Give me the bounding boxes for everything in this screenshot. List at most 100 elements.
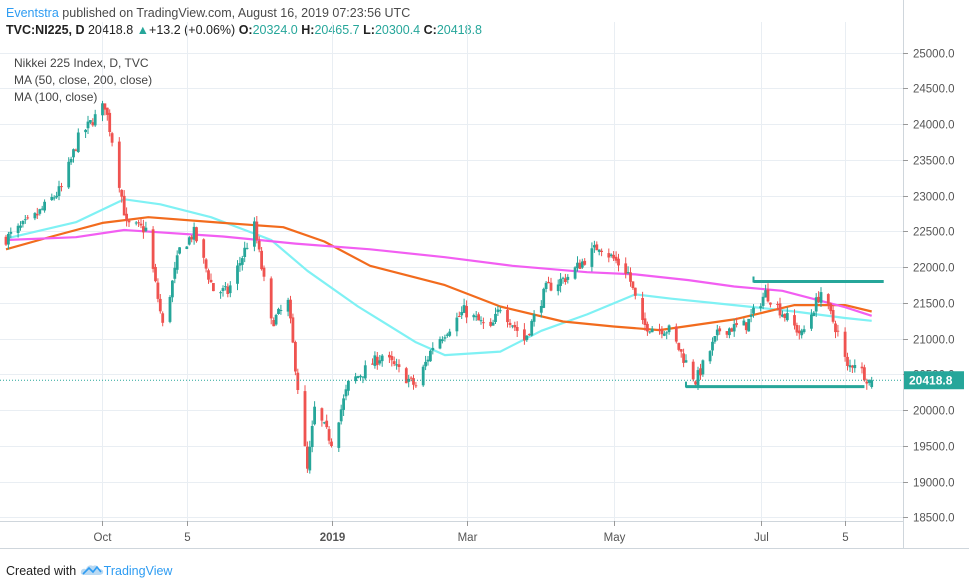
candle-body: [626, 272, 630, 274]
candle-body: [527, 334, 531, 336]
candle-body: [438, 339, 442, 349]
candle-body: [38, 209, 42, 214]
candle-body: [549, 282, 553, 291]
candle-body: [848, 365, 852, 368]
y-tick-label: 23500.0: [913, 156, 955, 168]
candle-body: [735, 323, 738, 325]
trendlines[interactable]: [0, 276, 903, 389]
candle-body: [662, 333, 666, 336]
candle-body: [590, 248, 594, 267]
author-name[interactable]: Eventstra: [6, 6, 59, 20]
y-tick-label: 24500.0: [913, 84, 955, 96]
candles: [4, 100, 874, 474]
legend-ma1: MA (50, close, 200, close): [14, 73, 153, 87]
candle-body: [494, 313, 497, 322]
candle-body: [462, 305, 466, 313]
candle-body: [479, 320, 483, 322]
candle-body: [802, 329, 806, 333]
tradingview-brand[interactable]: TradingView: [103, 564, 173, 578]
candle-body: [834, 323, 837, 333]
candle-body: [566, 276, 570, 280]
candle-body: [600, 250, 603, 252]
candle-body: [168, 297, 172, 322]
candle-body: [120, 189, 124, 197]
candle-body: [187, 237, 191, 245]
time-axis[interactable]: Oct 5 2019 Mar May Jul 5: [0, 521, 969, 549]
candle-body: [253, 221, 256, 247]
candle-body: [843, 331, 847, 357]
candle-body: [412, 378, 415, 385]
candle-body: [547, 281, 550, 284]
candle-body: [660, 329, 664, 335]
y-tick-label: 22000.0: [913, 263, 955, 275]
candle-body: [814, 297, 818, 312]
candle-body: [641, 298, 644, 320]
candle-body: [443, 337, 447, 339]
candle-body: [226, 286, 230, 294]
candle-body: [607, 253, 611, 258]
candle-body: [209, 279, 213, 283]
candle-body: [390, 356, 394, 361]
candle-body: [810, 314, 813, 329]
candle-body: [498, 310, 502, 312]
last-price: 20418.8: [87, 23, 134, 37]
candle-body: [667, 325, 671, 333]
open-label: O:: [238, 23, 253, 37]
candle-body: [797, 330, 801, 334]
candle-body: [221, 288, 225, 291]
candle-body: [752, 307, 755, 314]
candle-body: [617, 258, 620, 266]
candle-body: [286, 299, 290, 312]
candle-body: [511, 325, 514, 327]
candle-body: [624, 263, 628, 274]
candle-body: [173, 267, 177, 279]
candle-body: [800, 330, 804, 336]
candle-body: [69, 158, 73, 163]
candle-body: [219, 292, 222, 294]
candle-body: [674, 326, 678, 342]
candle-body: [851, 365, 854, 368]
y-tick-label: 23000.0: [913, 192, 955, 204]
candle-body: [658, 328, 661, 330]
candle-body: [863, 367, 866, 381]
candle-body: [539, 306, 543, 313]
last-price-badge-label: 20418.8: [909, 374, 953, 388]
candle-body: [26, 217, 30, 219]
candle-body: [371, 363, 374, 365]
candle-body: [742, 320, 746, 326]
ma-line-ma-100: [5, 228, 873, 317]
candle-body: [867, 379, 871, 383]
x-tick-label: Oct: [94, 532, 113, 544]
candle-body: [137, 222, 140, 224]
candle-body: [19, 225, 22, 228]
candle-body: [202, 239, 206, 258]
candle-body: [694, 381, 697, 385]
candle-body: [769, 302, 772, 305]
candle-body: [404, 368, 408, 384]
candle-body: [530, 320, 534, 336]
candle-body: [310, 426, 314, 447]
candle-body: [457, 316, 461, 317]
candle-body: [701, 360, 705, 375]
x-tick-label: 2019: [320, 532, 346, 544]
candle-body: [583, 260, 587, 265]
candle-body: [455, 317, 459, 332]
candle-body: [269, 278, 273, 319]
candle-body: [460, 312, 464, 316]
candle-body: [793, 315, 796, 326]
candle-body: [108, 112, 112, 132]
candle-body: [378, 360, 382, 364]
cloud-icon: [80, 565, 103, 575]
candle-body: [860, 366, 864, 369]
price-axis[interactable]: 25000.0 24500.0 24000.0 23500.0 23000.0 22500…: [903, 0, 964, 548]
candle-body: [679, 349, 683, 352]
candle-body: [320, 408, 324, 421]
candle-body: [185, 246, 189, 249]
candle-body: [178, 247, 181, 254]
candle-body: [342, 398, 345, 410]
candle-body: [245, 247, 249, 249]
candle-body: [489, 321, 493, 326]
candle-body: [397, 364, 401, 367]
candle-body: [477, 314, 480, 321]
